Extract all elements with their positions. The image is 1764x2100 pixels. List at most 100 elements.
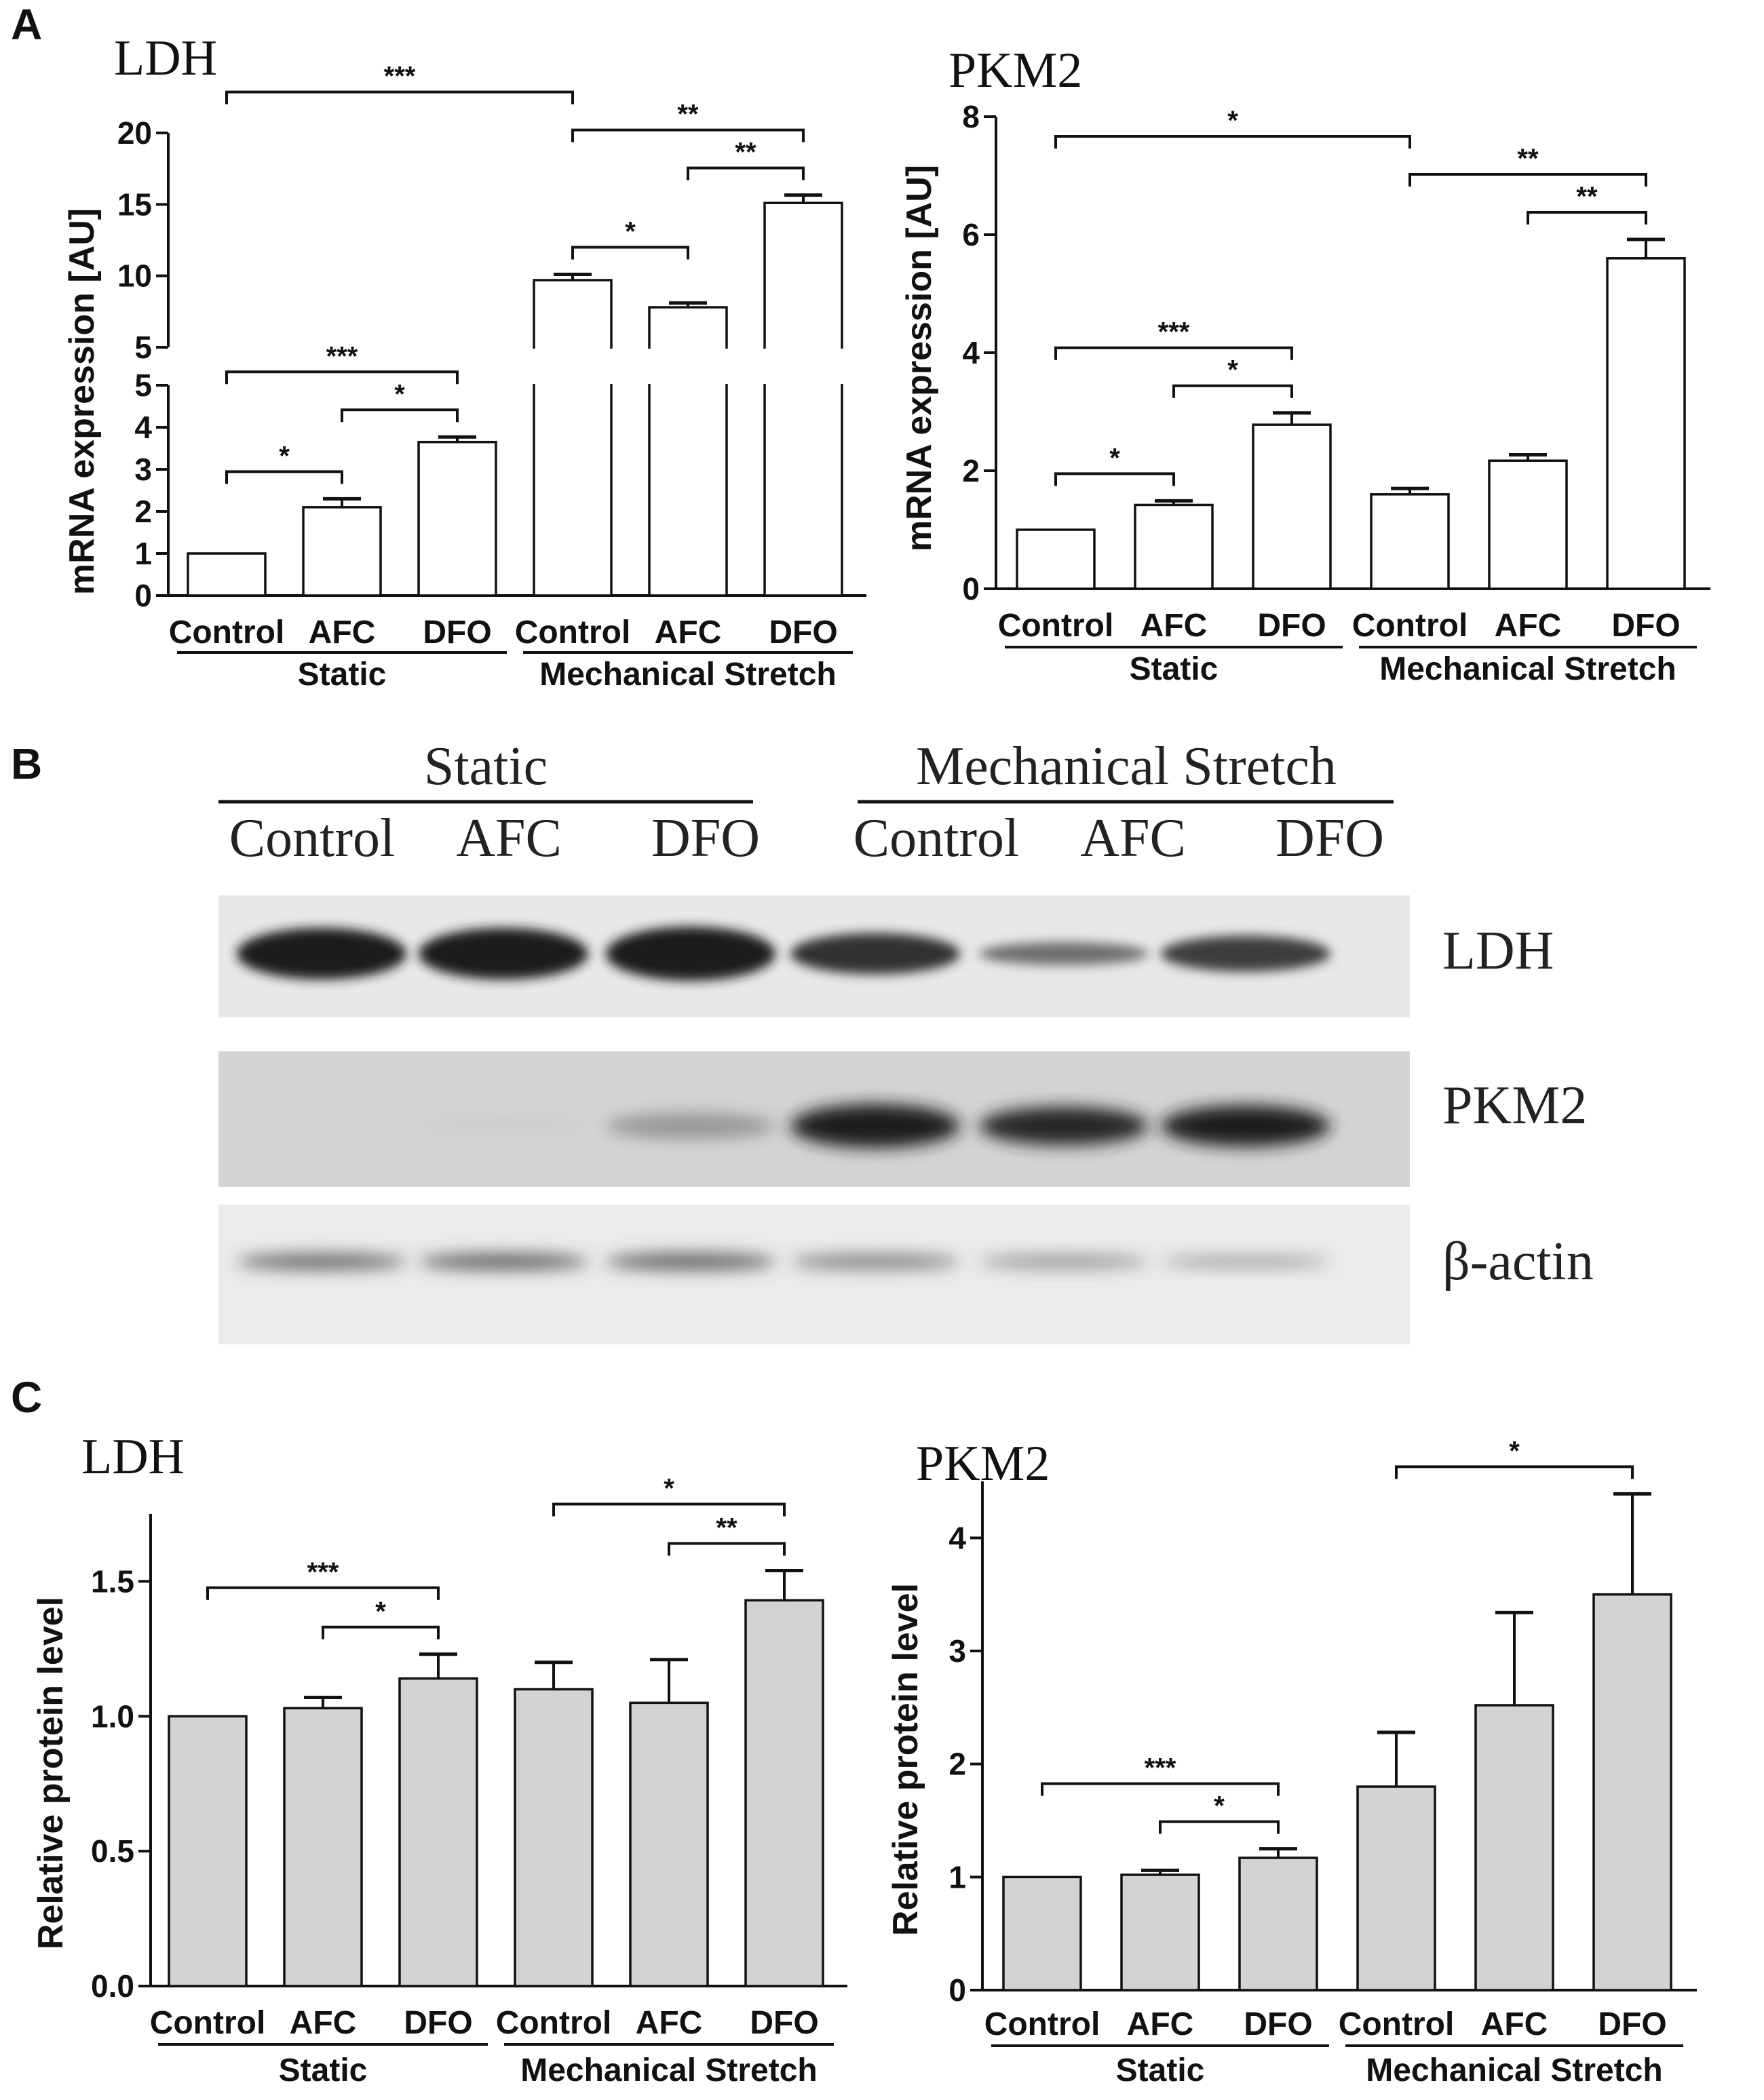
category-label: AFC xyxy=(655,615,722,650)
chart-title: PKM2 xyxy=(948,43,1082,98)
significance-label: *** xyxy=(1145,1753,1176,1783)
significance-label: ** xyxy=(1576,182,1598,212)
panel-letter-b: B xyxy=(11,739,42,788)
significance-label: * xyxy=(664,1474,674,1504)
category-label: Control xyxy=(496,2005,612,2041)
blot-lane-label: Control xyxy=(854,809,1019,868)
y-axis-label: Relative protein level xyxy=(886,1583,925,1936)
category-label: Control xyxy=(998,608,1114,644)
bar xyxy=(1370,493,1450,590)
y-tick-label: 0.0 xyxy=(91,1968,134,2004)
blot-band xyxy=(606,1253,775,1270)
bar xyxy=(1238,1856,1318,1991)
y-tick-label: 8 xyxy=(962,99,980,134)
significance-bracket xyxy=(1054,346,1293,360)
y-tick-label: 15 xyxy=(117,187,152,222)
blot-band xyxy=(790,933,960,975)
panel-letter-a: A xyxy=(11,0,42,49)
blot-lane-label: DFO xyxy=(651,809,760,868)
y-tick-label: 0 xyxy=(948,1972,966,2008)
bar xyxy=(514,1688,594,1987)
blot-lane-label: Control xyxy=(229,809,395,868)
blot-band xyxy=(1161,935,1330,972)
bar xyxy=(1252,423,1332,590)
blot-strip xyxy=(218,1205,1410,1344)
bar xyxy=(1120,1873,1200,1991)
bar xyxy=(1356,1785,1436,1991)
category-label: DFO xyxy=(1598,2006,1666,2042)
category-label: DFO xyxy=(404,2005,472,2041)
category-label: Control xyxy=(1339,2006,1455,2042)
significance-label: ** xyxy=(1517,144,1539,174)
category-label: Control xyxy=(984,2006,1100,2042)
significance-bracket xyxy=(322,1625,440,1639)
significance-label: * xyxy=(1509,1436,1520,1466)
blot-row-label: β-actin xyxy=(1442,1232,1594,1291)
category-label: AFC xyxy=(1481,2006,1548,2042)
y-tick-label: 3 xyxy=(948,1633,966,1669)
blot-band xyxy=(979,941,1149,966)
y-tick-label: 2 xyxy=(134,494,152,529)
significance-bracket xyxy=(1041,1782,1280,1796)
significance-label: * xyxy=(1214,1791,1225,1821)
category-label: DFO xyxy=(1611,608,1680,644)
y-tick-label: 5 xyxy=(134,330,152,365)
significance-bracket xyxy=(206,1586,440,1600)
y-axis-label: mRNA expression [AU] xyxy=(900,165,939,551)
group-label: Static xyxy=(279,2053,368,2088)
group-label: Mechanical Stretch xyxy=(1379,651,1676,687)
significance-bracket xyxy=(1408,172,1647,187)
significance-label: * xyxy=(375,1597,386,1627)
y-tick-label: 0.5 xyxy=(91,1833,134,1869)
blot-row-label: PKM2 xyxy=(1442,1076,1587,1135)
chart-title: LDH xyxy=(114,31,217,86)
significance-label: * xyxy=(1227,355,1238,385)
y-tick-label: 1 xyxy=(948,1859,966,1894)
significance-bracket xyxy=(1527,210,1647,225)
group-label: Static xyxy=(1116,2053,1205,2088)
category-label: AFC xyxy=(1495,608,1562,644)
y-tick-label: 4 xyxy=(134,410,152,445)
blot-lane-label: DFO xyxy=(1276,809,1384,868)
significance-label: * xyxy=(1109,443,1120,473)
bar xyxy=(1488,459,1568,590)
category-label: Control xyxy=(169,615,285,650)
y-tick-label: 10 xyxy=(117,258,152,294)
blot-lane-label: AFC xyxy=(1080,809,1186,868)
y-tick-label: 20 xyxy=(117,115,152,151)
blot-band xyxy=(790,1253,960,1270)
bar xyxy=(1606,257,1686,590)
bar xyxy=(1134,503,1214,590)
y-tick-label: 2 xyxy=(948,1747,966,1782)
y-tick-label: 1 xyxy=(134,536,152,571)
significance-bracket xyxy=(571,128,805,142)
blot-band xyxy=(237,1253,406,1270)
significance-bracket xyxy=(225,370,459,385)
y-axis-label: mRNA expression [AU] xyxy=(62,208,102,595)
group-label: Mechanical Stretch xyxy=(1366,2053,1662,2088)
bar xyxy=(168,1715,248,1987)
significance-bracket xyxy=(1395,1465,1634,1479)
significance-label: ** xyxy=(716,1513,737,1543)
significance-bracket xyxy=(225,470,343,484)
y-axis-label: Relative protein level xyxy=(31,1597,71,1949)
y-tick-label: 3 xyxy=(134,452,152,487)
significance-bracket xyxy=(571,246,689,260)
bar xyxy=(398,1677,478,1987)
panel-letter-c: C xyxy=(11,1373,42,1422)
significance-label: * xyxy=(1227,106,1238,136)
blot-band xyxy=(979,1255,1149,1268)
y-tick-label: 5 xyxy=(134,368,152,403)
chart-c-ldh: LDH Relative protein level 0.0 0.5 1.0 1.5 Con… xyxy=(31,1429,847,2088)
category-label: AFC xyxy=(636,2005,703,2041)
category-label: Control xyxy=(515,615,631,650)
chart-title: LDH xyxy=(81,1429,185,1485)
blot-band xyxy=(606,927,775,981)
significance-bracket xyxy=(341,408,459,423)
significance-label: *** xyxy=(384,62,416,92)
y-tick-label: 2 xyxy=(962,453,980,488)
blot-band xyxy=(237,928,406,979)
bar xyxy=(1592,1593,1672,1991)
significance-label: * xyxy=(394,379,405,409)
